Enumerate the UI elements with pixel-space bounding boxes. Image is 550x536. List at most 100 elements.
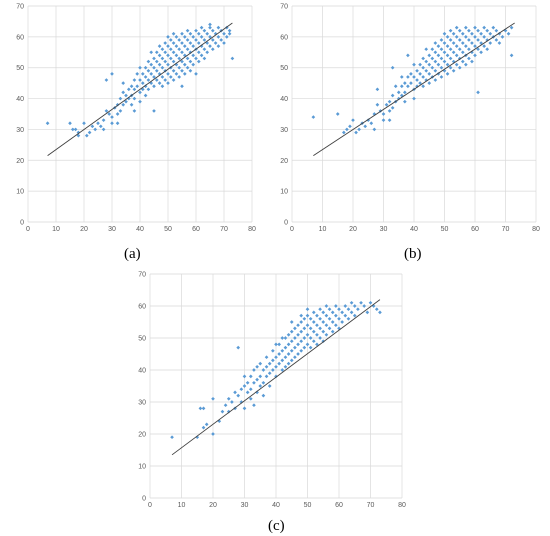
y-tick-label: 30	[138, 400, 146, 407]
data-point	[318, 336, 322, 340]
data-point	[327, 326, 332, 331]
data-point	[177, 38, 182, 42]
data-point	[500, 35, 505, 39]
data-point	[230, 56, 235, 61]
x-tick-label: 0	[148, 502, 152, 509]
data-point	[152, 84, 156, 89]
data-point	[433, 68, 438, 73]
data-point	[264, 374, 269, 379]
data-point	[460, 41, 465, 45]
data-point	[464, 35, 468, 39]
data-point	[255, 364, 259, 369]
y-tick-label: 0	[142, 496, 146, 503]
data-point	[334, 323, 338, 328]
data-point	[132, 109, 137, 113]
data-point	[460, 59, 465, 64]
data-point	[439, 75, 444, 79]
data-point	[188, 59, 193, 64]
data-point	[174, 44, 179, 48]
data-point	[180, 84, 184, 89]
data-point	[143, 75, 148, 79]
data-point	[457, 65, 462, 70]
data-point	[403, 90, 407, 95]
caption-a: (a)	[124, 246, 141, 262]
data-point	[233, 390, 237, 395]
data-point	[430, 65, 435, 70]
data-point	[168, 56, 173, 61]
data-point	[196, 50, 201, 55]
data-point	[194, 72, 198, 76]
data-point	[293, 326, 297, 331]
data-point	[305, 307, 310, 312]
data-point	[305, 342, 310, 347]
data-point	[330, 310, 335, 315]
data-point	[177, 47, 182, 52]
y-tick-label: 40	[16, 96, 24, 103]
data-point	[146, 68, 151, 73]
x-tick-label: 50	[441, 226, 449, 233]
data-point	[311, 320, 316, 324]
data-point	[239, 387, 244, 392]
data-point	[387, 99, 392, 104]
data-point	[357, 127, 361, 132]
y-tick-label: 20	[138, 432, 146, 439]
y-tick-label: 50	[280, 65, 288, 72]
data-point	[363, 124, 368, 129]
trendline	[171, 299, 381, 456]
data-point	[457, 47, 462, 52]
scatter-chart-a: 0 10 20 30 40 50 60 70 80 0 10 20 30 40 50 60 70	[0, 0, 265, 238]
data-point	[494, 38, 499, 42]
data-point	[286, 352, 291, 356]
data-point	[494, 28, 499, 33]
data-point	[286, 332, 291, 337]
data-point	[302, 326, 307, 331]
data-point	[129, 84, 134, 89]
data-point	[454, 35, 459, 39]
data-point	[421, 56, 425, 61]
data-point	[245, 380, 250, 385]
data-point	[267, 361, 272, 366]
data-point	[451, 50, 456, 55]
data-point	[372, 127, 377, 132]
data-point	[185, 47, 190, 52]
data-point	[318, 326, 322, 331]
data-point	[315, 313, 319, 318]
data-point	[369, 121, 374, 126]
data-point	[390, 65, 395, 70]
data-point	[318, 316, 322, 321]
y-tick-label: 0	[20, 220, 24, 227]
data-point	[359, 300, 363, 305]
data-point	[491, 25, 496, 30]
data-point	[191, 53, 196, 58]
data-point	[168, 75, 173, 79]
data-point	[335, 112, 340, 116]
data-point	[138, 99, 142, 104]
data-point	[280, 368, 285, 372]
data-point	[454, 53, 459, 58]
data-point	[467, 28, 471, 33]
data-point	[90, 124, 95, 129]
data-point	[436, 62, 441, 67]
data-point	[305, 323, 310, 328]
data-point	[464, 44, 468, 48]
data-point	[171, 59, 176, 64]
data-point	[343, 313, 348, 318]
data-point	[308, 345, 313, 350]
data-point	[274, 355, 278, 360]
data-point	[194, 38, 198, 42]
data-point	[191, 44, 196, 48]
data-point	[188, 68, 193, 73]
data-point	[315, 323, 319, 328]
data-point	[248, 396, 253, 401]
data-point	[68, 121, 72, 126]
data-point	[157, 53, 162, 58]
data-point	[157, 44, 162, 48]
data-point	[163, 78, 168, 82]
data-point	[202, 38, 207, 42]
data-point	[296, 323, 300, 328]
data-point	[140, 81, 145, 85]
data-point	[180, 59, 184, 64]
y-tick-label: 10	[16, 189, 24, 196]
data-point	[283, 345, 288, 350]
data-point	[177, 75, 182, 79]
